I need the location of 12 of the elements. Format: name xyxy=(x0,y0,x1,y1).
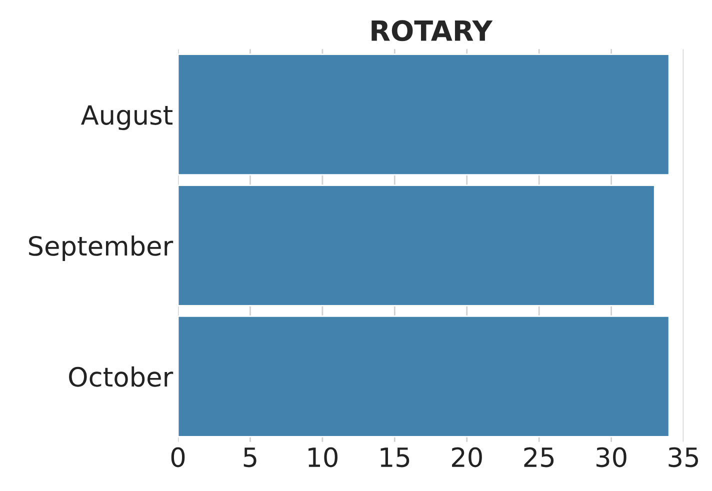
x-tick-label: 0 xyxy=(171,447,185,468)
x-tick-label: 35 xyxy=(668,447,698,468)
x-tick-label: 20 xyxy=(452,447,482,468)
y-tick-label: September xyxy=(29,235,174,262)
x-tick-label: 10 xyxy=(308,447,338,468)
y-tick-label: October xyxy=(69,366,174,387)
y-tick-label: August xyxy=(81,105,173,130)
x-tick-label: 25 xyxy=(524,447,554,468)
x-tick-label: 30 xyxy=(596,447,626,468)
x-tick-label: 5 xyxy=(244,448,256,468)
x-tick-label: 15 xyxy=(380,448,410,468)
chart-title: ROTARY xyxy=(372,20,493,42)
